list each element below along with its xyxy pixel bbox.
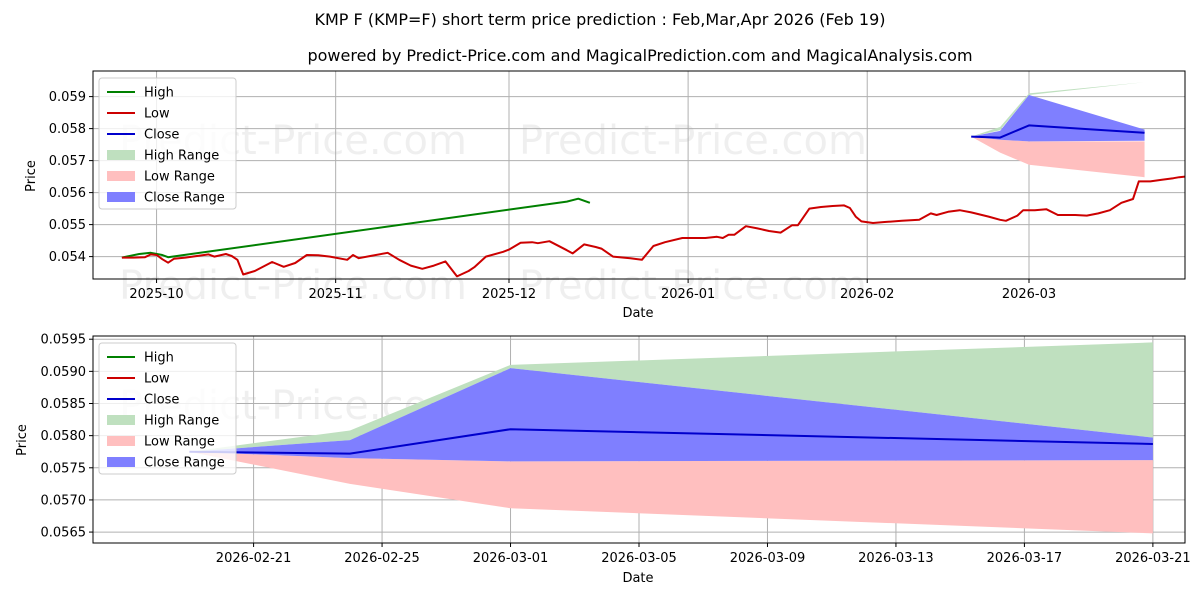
legend-label: Low [144,372,170,387]
legend-swatch-high-range [107,415,135,425]
x-tick-label: 2026-01 [661,287,715,302]
y-tick-label: 0.055 [49,218,86,233]
legend-label: High [144,86,174,101]
bottom-y-axis-label: Price [15,424,30,456]
legend-label: Low Range [144,435,215,450]
y-tick-label: 0.0580 [41,429,87,444]
plot-area [189,342,1153,534]
x-tick-label: 2026-03 [1002,287,1056,302]
legend: High Low Close High Range Low Range Close Ran… [98,77,237,210]
legend: High Low Close High Range Low Range Close Ran… [98,342,237,475]
y-tick-label: 0.0570 [41,493,87,508]
y-tick-label: 0.0585 [41,397,87,412]
plot-area [121,82,1185,278]
legend-swatch-close-range [107,192,135,202]
y-tick-label: 0.059 [49,90,86,105]
x-tick-label: 2026-02-21 [216,551,292,566]
watermark-text: Predict-Price.com [119,263,467,309]
bottom-x-axis-label: Date [622,571,653,586]
top-x-axis-label: Date [622,306,653,321]
x-tick-label: 2026-03-13 [858,551,934,566]
bottom-panel: Predict-Price.comPredict-Price.com2026-0… [41,333,1191,566]
high-line [121,197,591,259]
x-tick-label: 2025-11 [309,287,363,302]
watermark-text: Predict-Price.com [519,263,867,309]
x-tick-label: 2025-10 [129,287,183,302]
y-tick-label: 0.0595 [41,333,87,348]
close-line [971,124,1145,139]
close-line [189,428,1153,455]
legend-swatch-low-range [107,171,135,181]
watermark-text: Predict-Price.com [519,118,867,164]
axes-frame [92,70,1186,280]
x-tick-label: 2026-03-05 [601,551,677,566]
axes-frame [92,335,1186,544]
close-range-band [971,95,1145,142]
low-line [121,175,1185,278]
top-panel: Predict-Price.com Predict-Price.com Predic… [49,70,1186,309]
legend-label: Low Range [144,170,215,185]
chart-subtitle: powered by Predict-Price.com and Magical… [307,46,972,65]
y-tick-label: 0.054 [49,250,86,265]
legend-label: Close [144,393,179,408]
y-tick-label: 0.057 [49,154,86,169]
x-tick-label: 2026-02 [840,287,894,302]
low-range-band [971,136,1145,178]
y-tick-label: 0.0565 [41,526,87,541]
x-tick-label: 2026-03-21 [1115,551,1191,566]
legend-label: High Range [144,414,219,429]
x-tick-label: 2026-02-25 [344,551,420,566]
y-tick-label: 0.056 [49,186,86,201]
legend-label: Close Range [144,191,225,206]
y-tick-label: 0.0590 [41,365,87,380]
legend-label: Close Range [144,456,225,471]
x-tick-label: 2026-03-17 [987,551,1063,566]
legend-label: High [144,351,174,366]
high-range-band [189,342,1153,452]
legend-label: Low [144,107,170,122]
legend-swatch-high-range [107,150,135,160]
y-tick-label: 0.0575 [41,461,87,476]
x-tick-label: 2025-12 [482,287,536,302]
chart-title: KMP F (KMP=F) short term price predictio… [315,10,886,29]
x-tick-label: 2026-03-09 [730,551,806,566]
high-range-band [971,82,1145,137]
x-tick-label: 2026-03-01 [473,551,549,566]
legend-swatch-low-range [107,436,135,446]
legend-label: Close [144,128,179,143]
legend-swatch-close-range [107,457,135,467]
legend-label: High Range [144,149,219,164]
top-y-axis-label: Price [24,160,39,192]
low-range-band [189,451,1153,534]
y-tick-label: 0.058 [49,122,86,137]
